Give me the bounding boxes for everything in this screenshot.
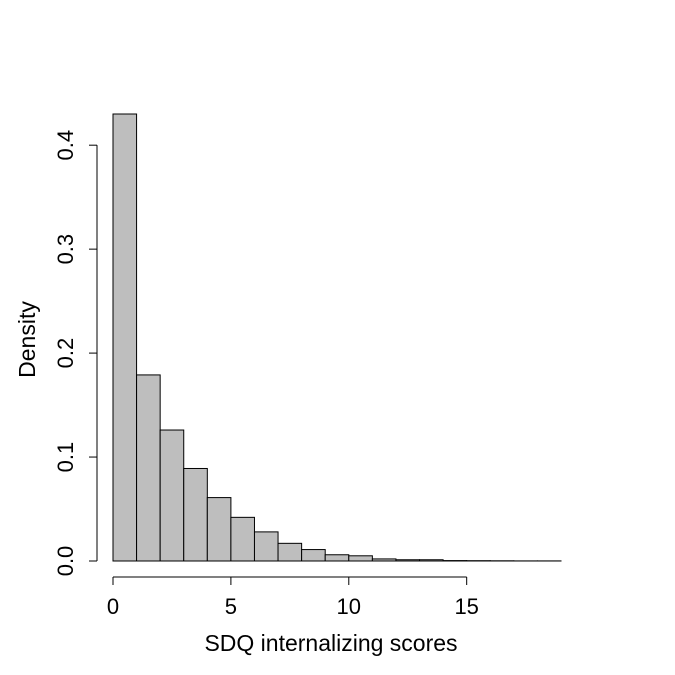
x-tick-label: 10 [337, 594, 361, 619]
histogram-bar [419, 559, 444, 562]
y-axis-title: Density [14, 301, 40, 378]
histogram-bar [136, 374, 161, 562]
histogram-bar [324, 554, 350, 562]
histogram-bar [183, 467, 208, 562]
y-tick-label: 0.4 [53, 130, 78, 161]
y-axis: 0.0 0.1 0.2 0.3 0.4 [53, 130, 98, 577]
x-tick-label: 0 [107, 594, 119, 619]
histogram-bar [112, 113, 138, 562]
histogram-bar [253, 531, 279, 562]
histogram-bar [395, 559, 421, 562]
bars-layer [112, 113, 562, 562]
x-axis-title: SDQ internalizing scores [204, 630, 457, 656]
histogram-bar [277, 542, 303, 562]
y-tick-label: 0.2 [53, 338, 78, 369]
x-axis: 0 5 10 15 [107, 576, 479, 619]
histogram-bar [159, 429, 185, 562]
y-tick-label: 0.1 [53, 442, 78, 473]
x-tick-label: 5 [225, 594, 237, 619]
histogram-bar [371, 558, 397, 562]
histogram-bar [301, 549, 326, 562]
histogram-bar [348, 555, 373, 562]
histogram-bar [206, 497, 232, 562]
x-tick-label: 15 [454, 594, 478, 619]
y-tick-label: 0.3 [53, 234, 78, 265]
histogram-bar [230, 516, 255, 562]
y-tick-label: 0.0 [53, 546, 78, 577]
